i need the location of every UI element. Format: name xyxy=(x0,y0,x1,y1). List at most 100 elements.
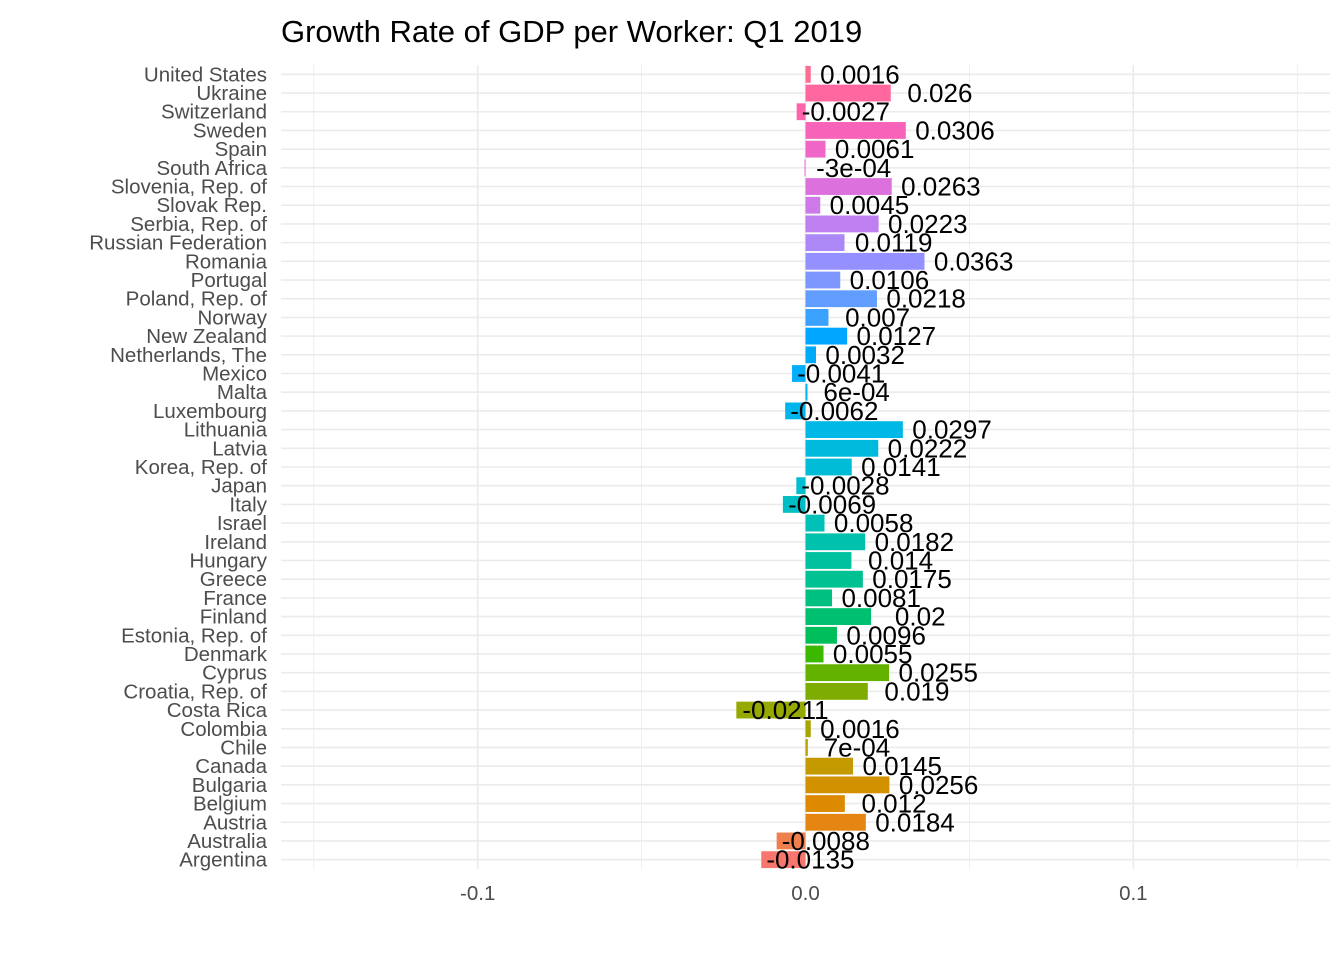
data-label: 0.0119 xyxy=(855,228,933,258)
y-tick-label: Denmark xyxy=(184,643,268,666)
data-label: 0.0032 xyxy=(825,340,905,370)
y-tick-label: Malta xyxy=(217,381,268,404)
bar xyxy=(805,290,877,308)
bar xyxy=(805,421,903,439)
data-label: -0.0028 xyxy=(801,471,889,501)
data-label: 0.007 xyxy=(845,302,910,332)
data-label: -0.0041 xyxy=(797,359,885,389)
bar xyxy=(805,196,821,214)
bar xyxy=(805,178,892,195)
y-tick-label: Romania xyxy=(185,250,268,273)
y-tick-label: Belgium xyxy=(193,793,267,816)
bar xyxy=(796,477,806,495)
bar xyxy=(805,682,868,700)
data-label: 0.012 xyxy=(861,789,926,819)
y-tick-label: Croatia, Rep. of xyxy=(123,680,267,703)
x-tick-label: 0.0 xyxy=(791,882,820,905)
bar xyxy=(805,645,824,663)
y-tick-label: Russian Federation xyxy=(89,232,267,255)
data-label: 0.0016 xyxy=(820,59,900,89)
y-tick-label: Japan xyxy=(211,475,267,498)
data-label: -0.0088 xyxy=(782,826,870,856)
y-tick-label: Finland xyxy=(200,606,267,629)
y-tick-label: France xyxy=(203,587,267,610)
bar xyxy=(792,365,806,382)
bar xyxy=(805,309,829,326)
data-label: 0.0363 xyxy=(934,246,1014,276)
y-tick-label: Cyprus xyxy=(202,662,267,685)
data-label: 0.0016 xyxy=(820,714,900,744)
bar xyxy=(805,570,863,588)
bar xyxy=(805,122,906,139)
y-tick-label: Korea, Rep. of xyxy=(135,456,267,479)
bar xyxy=(805,383,808,401)
y-tick-label: Estonia, Rep. of xyxy=(121,624,267,647)
data-label: 0.0061 xyxy=(835,134,915,164)
bar xyxy=(805,552,852,569)
y-tick-label: Latvia xyxy=(212,437,267,460)
data-label: 0.0182 xyxy=(875,527,955,557)
data-label: 0.02 xyxy=(895,602,946,632)
y-tick-label: Serbia, Rep. of xyxy=(130,213,267,236)
data-label: 0.0175 xyxy=(872,564,952,594)
data-label: 0.0106 xyxy=(850,265,930,295)
data-label: 0.0141 xyxy=(861,452,941,482)
y-tick-label: Slovenia, Rep. of xyxy=(111,176,267,199)
data-label: -3e-04 xyxy=(816,153,891,183)
y-tick-label: Italy xyxy=(229,493,267,516)
bar xyxy=(785,402,806,420)
y-tick-label: Switzerland xyxy=(161,101,267,124)
y-tick-label: Chile xyxy=(220,736,267,759)
y-tick-label: Australia xyxy=(187,830,267,853)
data-label: 6e-04 xyxy=(823,377,890,407)
bar xyxy=(804,159,806,177)
y-tick-label: Mexico xyxy=(202,363,267,386)
y-tick-label: Norway xyxy=(198,306,268,329)
bar xyxy=(805,813,866,831)
y-tick-label: Austria xyxy=(203,811,267,834)
bar xyxy=(805,720,811,738)
data-label: -0.0027 xyxy=(802,97,890,127)
bar xyxy=(782,495,806,513)
y-tick-label: Lithuania xyxy=(184,419,268,442)
y-tick-label: Bulgaria xyxy=(192,774,268,797)
y-tick-label: Ireland xyxy=(204,531,267,554)
data-label: 0.0127 xyxy=(857,321,937,351)
y-tick-label: Colombia xyxy=(180,718,267,741)
bar xyxy=(805,533,866,551)
y-tick-label: New Zealand xyxy=(146,325,267,348)
bar xyxy=(805,215,879,233)
data-label: 0.0263 xyxy=(901,172,981,202)
data-label: -0.0211 xyxy=(742,695,828,725)
y-tick-label: Portugal xyxy=(191,269,267,292)
bar xyxy=(805,664,890,682)
bar xyxy=(805,458,852,476)
y-tick-label: Spain xyxy=(215,138,267,161)
bar xyxy=(805,234,845,252)
y-tick-label: Hungary xyxy=(190,549,268,572)
y-tick-label: Luxembourg xyxy=(153,400,267,423)
bar xyxy=(805,589,833,607)
data-label: 0.0145 xyxy=(862,751,942,781)
bar xyxy=(805,65,811,83)
data-label: 0.0256 xyxy=(899,770,979,800)
bar xyxy=(805,608,872,625)
y-tick-label: Greece xyxy=(200,568,267,591)
bar xyxy=(805,439,879,457)
data-label: 0.0081 xyxy=(841,583,921,613)
data-label: 0.0222 xyxy=(888,433,968,463)
y-tick-label: Netherlands, The xyxy=(110,344,267,367)
data-label: 0.0223 xyxy=(888,209,968,239)
y-tick-label: Argentina xyxy=(179,849,267,872)
data-label: 0.019 xyxy=(884,676,949,706)
bar xyxy=(776,832,806,850)
y-tick-label: Slovak Rep. xyxy=(156,194,267,217)
data-labels: 0.00160.026-0.00270.03060.0061-3e-040.02… xyxy=(742,59,1013,874)
bar xyxy=(761,851,806,869)
data-label: 0.0096 xyxy=(846,620,926,650)
data-label: -0.0069 xyxy=(788,489,876,519)
data-label: 0.0297 xyxy=(912,415,992,445)
y-tick-label: United States xyxy=(144,63,267,86)
bar xyxy=(796,103,806,121)
